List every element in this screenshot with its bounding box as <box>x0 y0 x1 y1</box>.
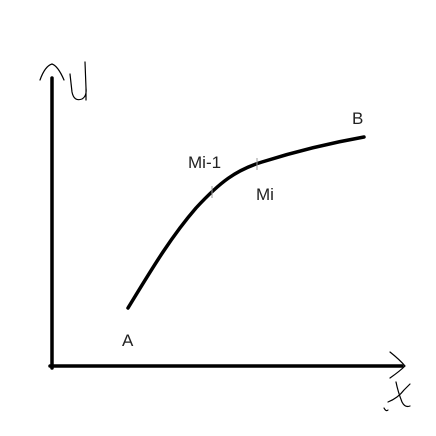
y-axis-handwritten-label <box>69 61 87 101</box>
curve-ab <box>126 135 366 310</box>
x-axis-handwritten-label <box>383 381 411 412</box>
point-label-b: B <box>352 109 363 128</box>
point-label-mi-1: Mi-1 <box>188 153 221 172</box>
point-label-a: A <box>122 331 134 350</box>
point-label-mi: Mi <box>256 185 274 204</box>
x-axis-arrow-icon <box>389 351 406 379</box>
y-axis-arrow-icon <box>39 63 65 81</box>
